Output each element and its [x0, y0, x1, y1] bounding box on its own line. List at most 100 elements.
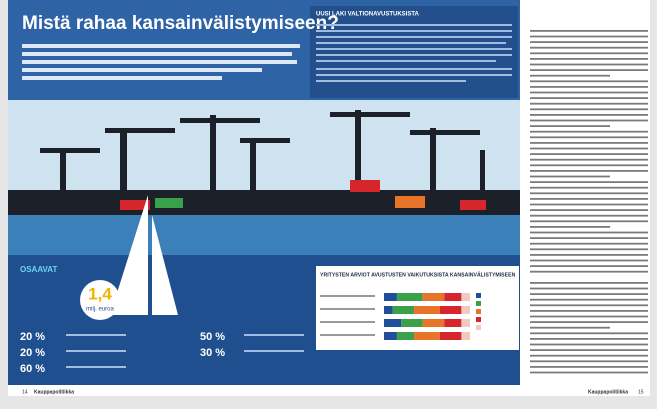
text-line — [530, 74, 610, 77]
bar-segment — [444, 319, 462, 327]
bar-segment — [392, 306, 415, 314]
bar-segment — [461, 319, 470, 327]
sail — [152, 215, 178, 315]
row-label — [320, 334, 375, 336]
sidebar-lines — [316, 24, 512, 82]
bar-segment — [384, 319, 402, 327]
text-line — [530, 142, 648, 144]
water — [8, 215, 520, 255]
text-line — [530, 338, 648, 340]
big-number: 1,4 — [88, 284, 112, 303]
desc-line — [66, 350, 126, 352]
body-text — [530, 30, 648, 374]
text-line — [530, 354, 648, 357]
text-line — [530, 226, 610, 228]
text-line — [530, 310, 648, 312]
percent: 30 % — [200, 347, 225, 359]
text-line — [530, 46, 648, 49]
title: Mistä rahaa kansainvälistymiseen? — [22, 13, 339, 34]
text-line — [530, 91, 648, 94]
percent: 50 % — [200, 331, 225, 343]
legend-swatch — [476, 309, 481, 314]
text-line — [530, 371, 648, 374]
bar-segment — [461, 332, 470, 340]
text-line — [530, 321, 648, 323]
text-line — [530, 119, 648, 122]
text-line — [530, 69, 648, 71]
percent: 20 % — [20, 347, 45, 359]
row-label — [320, 295, 375, 297]
bar-segment — [401, 319, 423, 327]
text-line — [530, 114, 648, 116]
text-line — [530, 186, 648, 189]
stats-heading: OSAAVAT — [20, 265, 57, 274]
text-line — [530, 170, 648, 172]
text-line — [530, 315, 648, 318]
text-line — [530, 265, 648, 267]
text-line — [530, 181, 648, 183]
text-line — [530, 248, 648, 251]
page-number: 15 — [638, 389, 644, 395]
text-line — [530, 203, 648, 206]
text-line — [530, 192, 648, 195]
text-line — [530, 242, 648, 245]
sail — [110, 195, 148, 315]
legend-swatch — [476, 325, 481, 330]
text-line — [530, 259, 648, 262]
text-line — [530, 30, 648, 32]
desc-line — [66, 366, 126, 368]
bar-segment — [422, 319, 445, 327]
legend-swatch — [476, 301, 481, 306]
bar-segment — [396, 293, 423, 301]
desc-line — [244, 334, 304, 336]
text-line — [530, 209, 648, 211]
text-line — [530, 304, 648, 307]
bar-segment — [414, 332, 440, 340]
text-line — [530, 298, 648, 301]
text-line — [530, 86, 648, 88]
text-line — [530, 125, 610, 127]
chart-title: YRITYSTEN ARVIOT AVUSTUSTEN VAIKUTUKSIST… — [320, 271, 516, 278]
text-line — [530, 282, 648, 284]
number-circle — [80, 280, 120, 320]
text-line — [530, 231, 648, 234]
bar-segment — [384, 332, 397, 340]
text-line — [530, 136, 648, 139]
desc-line — [66, 334, 126, 336]
text-line — [530, 332, 648, 335]
row-label — [320, 308, 375, 310]
text-line — [530, 254, 648, 256]
text-line — [530, 58, 648, 60]
row-label — [320, 321, 375, 323]
text-line — [530, 270, 648, 273]
bar-segment — [439, 306, 462, 314]
text-line — [530, 287, 648, 290]
text-line — [530, 108, 648, 111]
magazine: Kauppapolitiikka — [588, 389, 628, 395]
text-line — [530, 360, 648, 363]
bar-segment — [414, 306, 440, 314]
legend-swatch — [476, 317, 481, 322]
text-line — [530, 130, 648, 133]
bar-segment — [461, 306, 470, 314]
magazine: Kauppapolitiikka — [34, 389, 74, 395]
text-line — [530, 293, 648, 295]
percent: 20 % — [20, 331, 45, 343]
containers — [120, 180, 486, 210]
text-line — [530, 214, 648, 217]
bar-segment — [384, 306, 393, 314]
text-line — [530, 220, 648, 223]
text-line — [530, 349, 648, 351]
page-number: 14 — [22, 389, 28, 395]
legend-swatch — [476, 293, 481, 298]
text-line — [530, 366, 648, 368]
text-line — [530, 164, 648, 167]
text-line — [530, 35, 648, 38]
bar-segment — [444, 293, 462, 301]
text-line — [530, 158, 648, 161]
text-line — [530, 52, 648, 55]
percent: 60 % — [20, 363, 45, 375]
text-line — [530, 343, 648, 346]
text-line — [530, 198, 648, 200]
